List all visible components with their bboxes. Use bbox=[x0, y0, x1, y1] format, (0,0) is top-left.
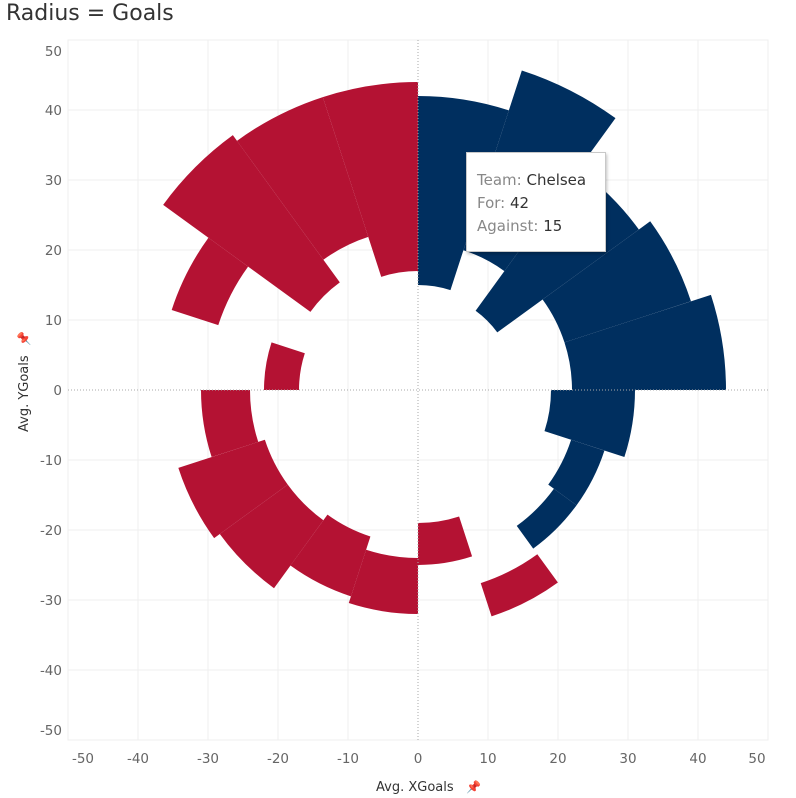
y-axis-pin-icon: 📌 bbox=[16, 331, 31, 346]
y-tick-label: 10 bbox=[45, 313, 62, 329]
wedge-8[interactable] bbox=[516, 488, 577, 549]
x-tick-label: -40 bbox=[127, 751, 149, 767]
x-tick-label: -50 bbox=[72, 751, 94, 767]
wedge-20[interactable] bbox=[322, 82, 418, 277]
x-tick-label: -30 bbox=[197, 751, 219, 767]
y-tick-label: 30 bbox=[45, 173, 62, 189]
x-tick-label: -10 bbox=[337, 751, 359, 767]
wedge-9[interactable] bbox=[480, 554, 558, 617]
x-axis-pin-icon: 📌 bbox=[466, 779, 481, 794]
wedge-13[interactable] bbox=[219, 484, 324, 589]
chart-title: Radius = Goals bbox=[6, 1, 174, 26]
tooltip-team-value: Chelsea bbox=[526, 171, 587, 189]
y-tick-label: -50 bbox=[40, 723, 62, 739]
wedge-12[interactable] bbox=[290, 514, 371, 597]
x-tick-label: 20 bbox=[549, 751, 566, 767]
y-tick-label: 50 bbox=[45, 44, 62, 60]
x-axis-title[interactable]: Avg. XGoals bbox=[376, 780, 454, 795]
y-tick-label: 0 bbox=[53, 383, 62, 399]
y-tick-label: 40 bbox=[45, 103, 62, 119]
wedge-1[interactable] bbox=[418, 96, 509, 291]
tooltip-team-label: Team: bbox=[477, 171, 522, 189]
x-tick-label: 40 bbox=[689, 751, 706, 767]
zero-lines bbox=[68, 40, 768, 740]
x-tick-label: 0 bbox=[414, 751, 423, 767]
x-tick-label: -20 bbox=[267, 751, 289, 767]
wedge-5[interactable] bbox=[564, 294, 726, 390]
wedge-17[interactable] bbox=[171, 237, 249, 326]
tooltip-against-value: 15 bbox=[543, 217, 563, 235]
tooltip-against-label: Against: bbox=[477, 217, 539, 235]
wedge-6[interactable] bbox=[544, 390, 635, 458]
wedge-19[interactable] bbox=[236, 97, 369, 260]
wedge-11[interactable] bbox=[348, 549, 418, 614]
wedge-15[interactable] bbox=[201, 390, 259, 458]
wedge-10[interactable] bbox=[418, 516, 473, 565]
wedge-4[interactable] bbox=[542, 221, 691, 343]
wedge-18[interactable] bbox=[163, 135, 340, 312]
y-tick-label: -20 bbox=[40, 523, 62, 539]
tooltip-for-value: 42 bbox=[510, 194, 530, 212]
y-axis-title[interactable]: Avg. YGoals bbox=[17, 355, 32, 432]
wedges bbox=[163, 70, 726, 617]
x-tick-label: 50 bbox=[748, 751, 765, 767]
x-tick-label: 10 bbox=[479, 751, 496, 767]
y-tick-label: -30 bbox=[40, 593, 62, 609]
tooltip: Team: Chelsea For: 42 Against: 15 bbox=[466, 152, 606, 252]
y-tick-label: -40 bbox=[40, 663, 62, 679]
wedge-7[interactable] bbox=[548, 439, 605, 506]
tick-labels: -50 -40 -30 -20 -10 0 10 20 30 40 50 50 40 30 20 10 0 -10… bbox=[40, 44, 766, 767]
wedge-16[interactable] bbox=[264, 342, 305, 390]
wedge-14[interactable] bbox=[178, 439, 288, 539]
y-tick-label: 20 bbox=[45, 243, 62, 259]
x-tick-label: 30 bbox=[619, 751, 636, 767]
y-tick-label: -10 bbox=[40, 453, 62, 469]
tooltip-for-label: For: bbox=[477, 194, 506, 212]
